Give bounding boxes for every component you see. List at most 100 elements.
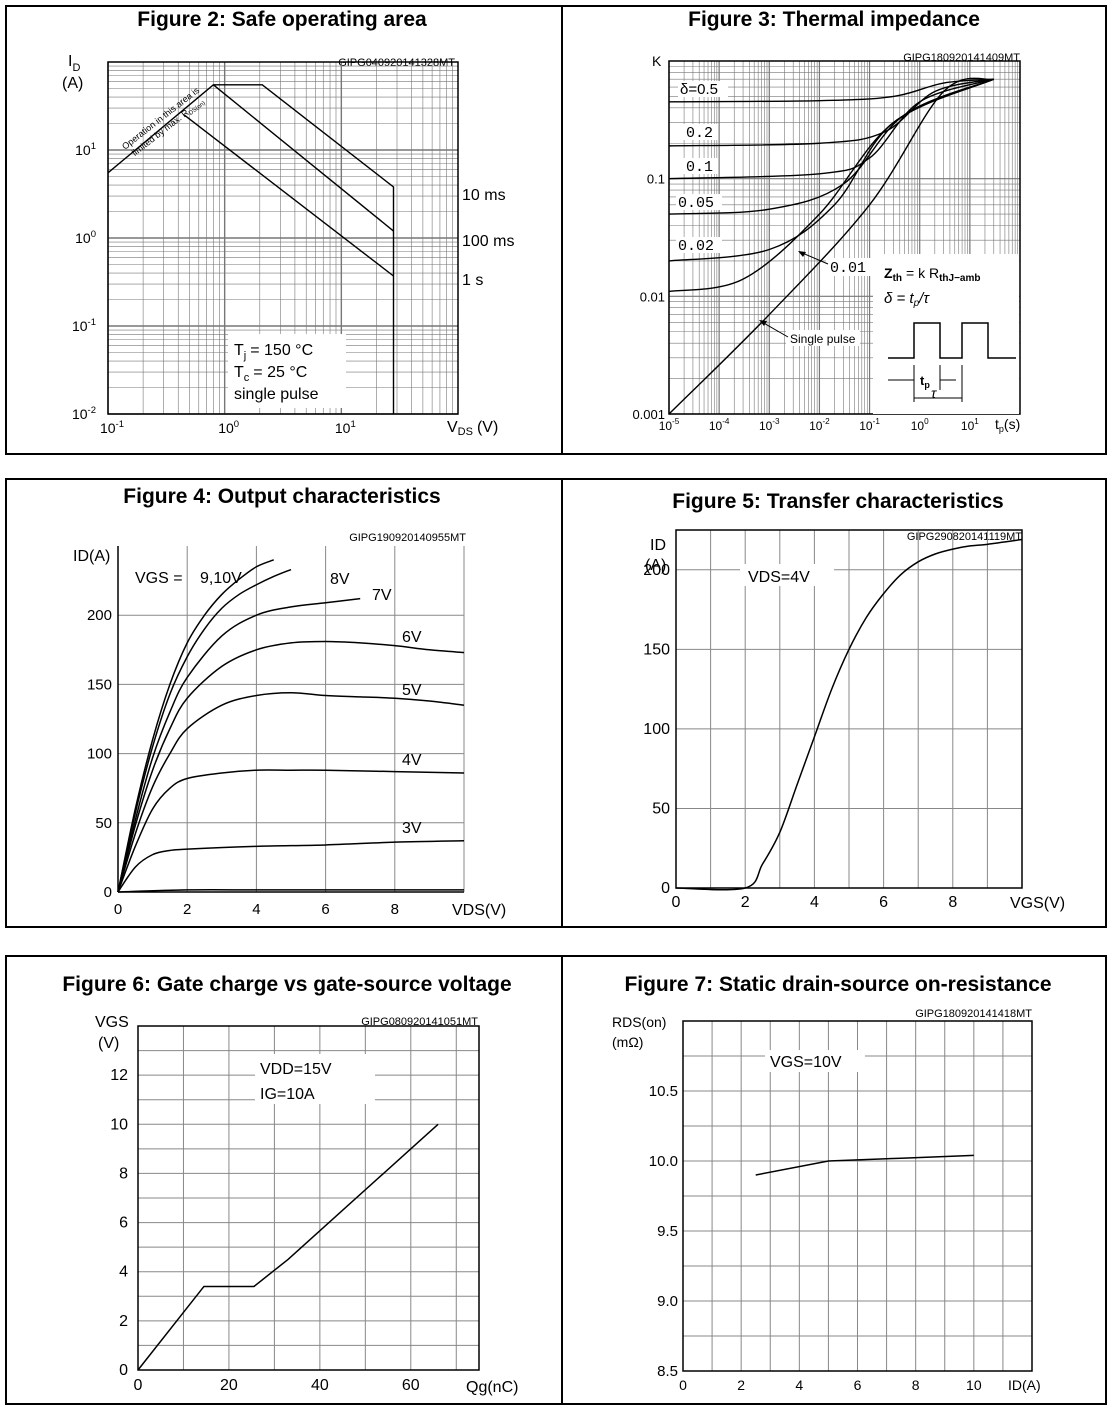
plot-frame: [137, 1025, 480, 1371]
figure-2-ylabel: ID: [68, 53, 80, 74]
figure-4-x-tick-label: 6: [321, 901, 329, 918]
figure-2-y-tick-label: 100: [75, 229, 96, 246]
figure-7: Figure 7: Static drain-source on-resista…: [612, 973, 1052, 1393]
figure-7-title: Figure 7: Static drain-source on-resista…: [624, 973, 1051, 996]
figure-6-x-tick-label: 0: [134, 1377, 143, 1394]
figure-3-code: GIPG180920141409MT: [903, 52, 1020, 64]
figure-4-y-tick-label: 200: [87, 607, 112, 624]
figure-2-yunit: (A): [62, 75, 83, 92]
series-line-4V: [117, 769, 465, 893]
series-line-6V: [117, 640, 465, 893]
figure-2-cond-tc-rest: = 25 °C: [253, 364, 307, 381]
figure-7-xlabel: ID(A): [1008, 1377, 1041, 1393]
figure-3-formula1-main: Z: [884, 265, 893, 281]
panel-divider: [561, 480, 563, 926]
figure-2-cond-tc-sub: c: [244, 372, 250, 384]
figure-3-wave-tp-main: t: [920, 373, 925, 388]
figure-2-ylabel-sub: D: [72, 62, 80, 74]
figure-3-x-tick-label: 10-2: [809, 417, 830, 433]
figure-5-y-tick-label: 100: [643, 721, 670, 738]
figure-5-x-tick-label: 6: [879, 894, 888, 911]
figure-2-xlabel-sub: DS: [458, 426, 473, 438]
figure-7-grid: [682, 1020, 1033, 1372]
figure-7-y-tick-label: 9.5: [657, 1223, 678, 1240]
figure-4-label-3v: 3V: [402, 820, 422, 837]
figure-3-xlabel-sub: p: [999, 424, 1004, 434]
figure-5-xlabel: VGS(V): [1010, 895, 1065, 912]
figure-3-title: Figure 3: Thermal impedance: [688, 8, 980, 31]
figure-2-xlabel-main: V: [447, 419, 458, 436]
series-line-100-ms: [212, 84, 394, 232]
figure-2-cond-tc-main: T: [234, 364, 244, 381]
series-line-baseline: [117, 889, 465, 893]
figure-3-wave-tau: τ: [931, 385, 937, 401]
figure-6-cond-ig: IG=10A: [260, 1086, 315, 1103]
figure-3-label-bg: [678, 158, 718, 174]
figure-7-x-tick-label: 0: [679, 1377, 687, 1393]
series-line--0-5: [668, 78, 994, 103]
series-line-0-01: [668, 78, 995, 293]
panel-divider: [561, 957, 563, 1403]
figure-6-yunit: (V): [98, 1035, 119, 1052]
figure-7-x-tick-label: 2: [737, 1377, 745, 1393]
panel-row-3: [5, 955, 1107, 1405]
figure-3-formula1-mid: = k R: [906, 265, 939, 281]
figure-4-y-tick-label: 100: [87, 746, 112, 763]
figure-4-code: GIPG190920140955MT: [349, 532, 466, 544]
figure-6-y-tick-label: 2: [119, 1313, 128, 1330]
figure-5-title: Figure 5: Transfer characteristics: [672, 490, 1003, 513]
figure-2-label-10ms: 10 ms: [462, 187, 506, 204]
figure-3-xunit: (s): [1004, 416, 1020, 432]
figure-4-x-tick-label: 4: [252, 901, 260, 918]
figure-6-y-tick-label: 0: [119, 1362, 128, 1379]
figure-3-duty-0.5: δ=0.5: [680, 81, 718, 98]
figure-4-label-9-10v: 9,10V: [200, 570, 242, 587]
figure-2-y-tick-label: 101: [75, 141, 96, 158]
figure-6-code: GIPG080920141051MT: [361, 1016, 478, 1028]
figure-4-grid: [117, 546, 465, 893]
figure-2-title: Figure 2: Safe operating area: [137, 8, 427, 31]
figure-3-label-bg: [676, 237, 722, 253]
figure-5-code: GIPG290820141119MT: [907, 531, 1022, 543]
figure-7-y-tick-label: 10.5: [649, 1083, 678, 1100]
figure-6-y-tick-label: 12: [110, 1067, 128, 1084]
figure-4-xlabel: VDS(V): [452, 902, 506, 919]
figure-2-cond-tj-rest: = 150 °C: [250, 342, 313, 359]
series-line-VGS-10V: [755, 1154, 974, 1176]
figure-3-arrowhead: [759, 320, 767, 326]
figure-5-x-tick-label: 2: [741, 894, 750, 911]
figure-3-y-tick-label: 0.01: [640, 289, 665, 304]
figure-7-x-tick-label: 6: [854, 1377, 862, 1393]
series-line-5V: [117, 691, 465, 893]
figure-4-x-tick-label: 0: [114, 901, 122, 918]
figure-2-cond-tc: Tc = 25 °C: [234, 364, 307, 384]
figure-2-x-tick-label: 101: [335, 419, 356, 436]
figure-3-single-pulse-label: Single pulse: [790, 332, 856, 346]
figure-7-x-tick-label: 4: [795, 1377, 803, 1393]
figure-2-label-100ms: 100 ms: [462, 233, 514, 250]
figure-7-curves: 0 2 4 6 8 10 8.5 9.0 9.5 10.0 10.5: [649, 1083, 982, 1393]
series-line-9-10V: [117, 559, 274, 893]
figure-3-x-tick-label: 10-4: [709, 417, 730, 433]
figure-5-curves: 0 2 4 6 8 0 50 100 150 200: [643, 538, 1023, 911]
figure-3-formula1-sub: th: [893, 273, 902, 284]
figure-7-y-tick-label: 10.0: [649, 1153, 678, 1170]
figure-6-x-tick-label: 20: [220, 1377, 238, 1394]
figure-5-x-tick-label: 8: [948, 894, 957, 911]
figure-2-cond-tj-main: T: [234, 342, 244, 359]
figure-7-cond-bg: [765, 1050, 865, 1072]
figure-3: Figure 3: Thermal impedance GIPG18092014…: [632, 8, 1021, 434]
figure-5: Figure 5: Transfer characteristics GIPG2…: [643, 490, 1065, 912]
figure-3-xlabel-main: t: [995, 416, 999, 432]
figure-6-y-tick-label: 10: [110, 1116, 128, 1133]
figure-4-curves: 0 2 4 6 8 0 50 100 150 200: [87, 546, 465, 918]
panel-row-2: [5, 478, 1107, 928]
figure-2-x-tick-label: 10-1: [100, 419, 124, 436]
figure-3-duty-0.01: 0.01: [830, 260, 866, 277]
series-line-VDS-4V: [675, 538, 1023, 891]
figure-2-cond-tj: Tj = 150 °C: [234, 342, 313, 362]
figure-3-formula2-sub: p: [913, 298, 920, 309]
figure-4-label-5v: 5V: [402, 682, 422, 699]
